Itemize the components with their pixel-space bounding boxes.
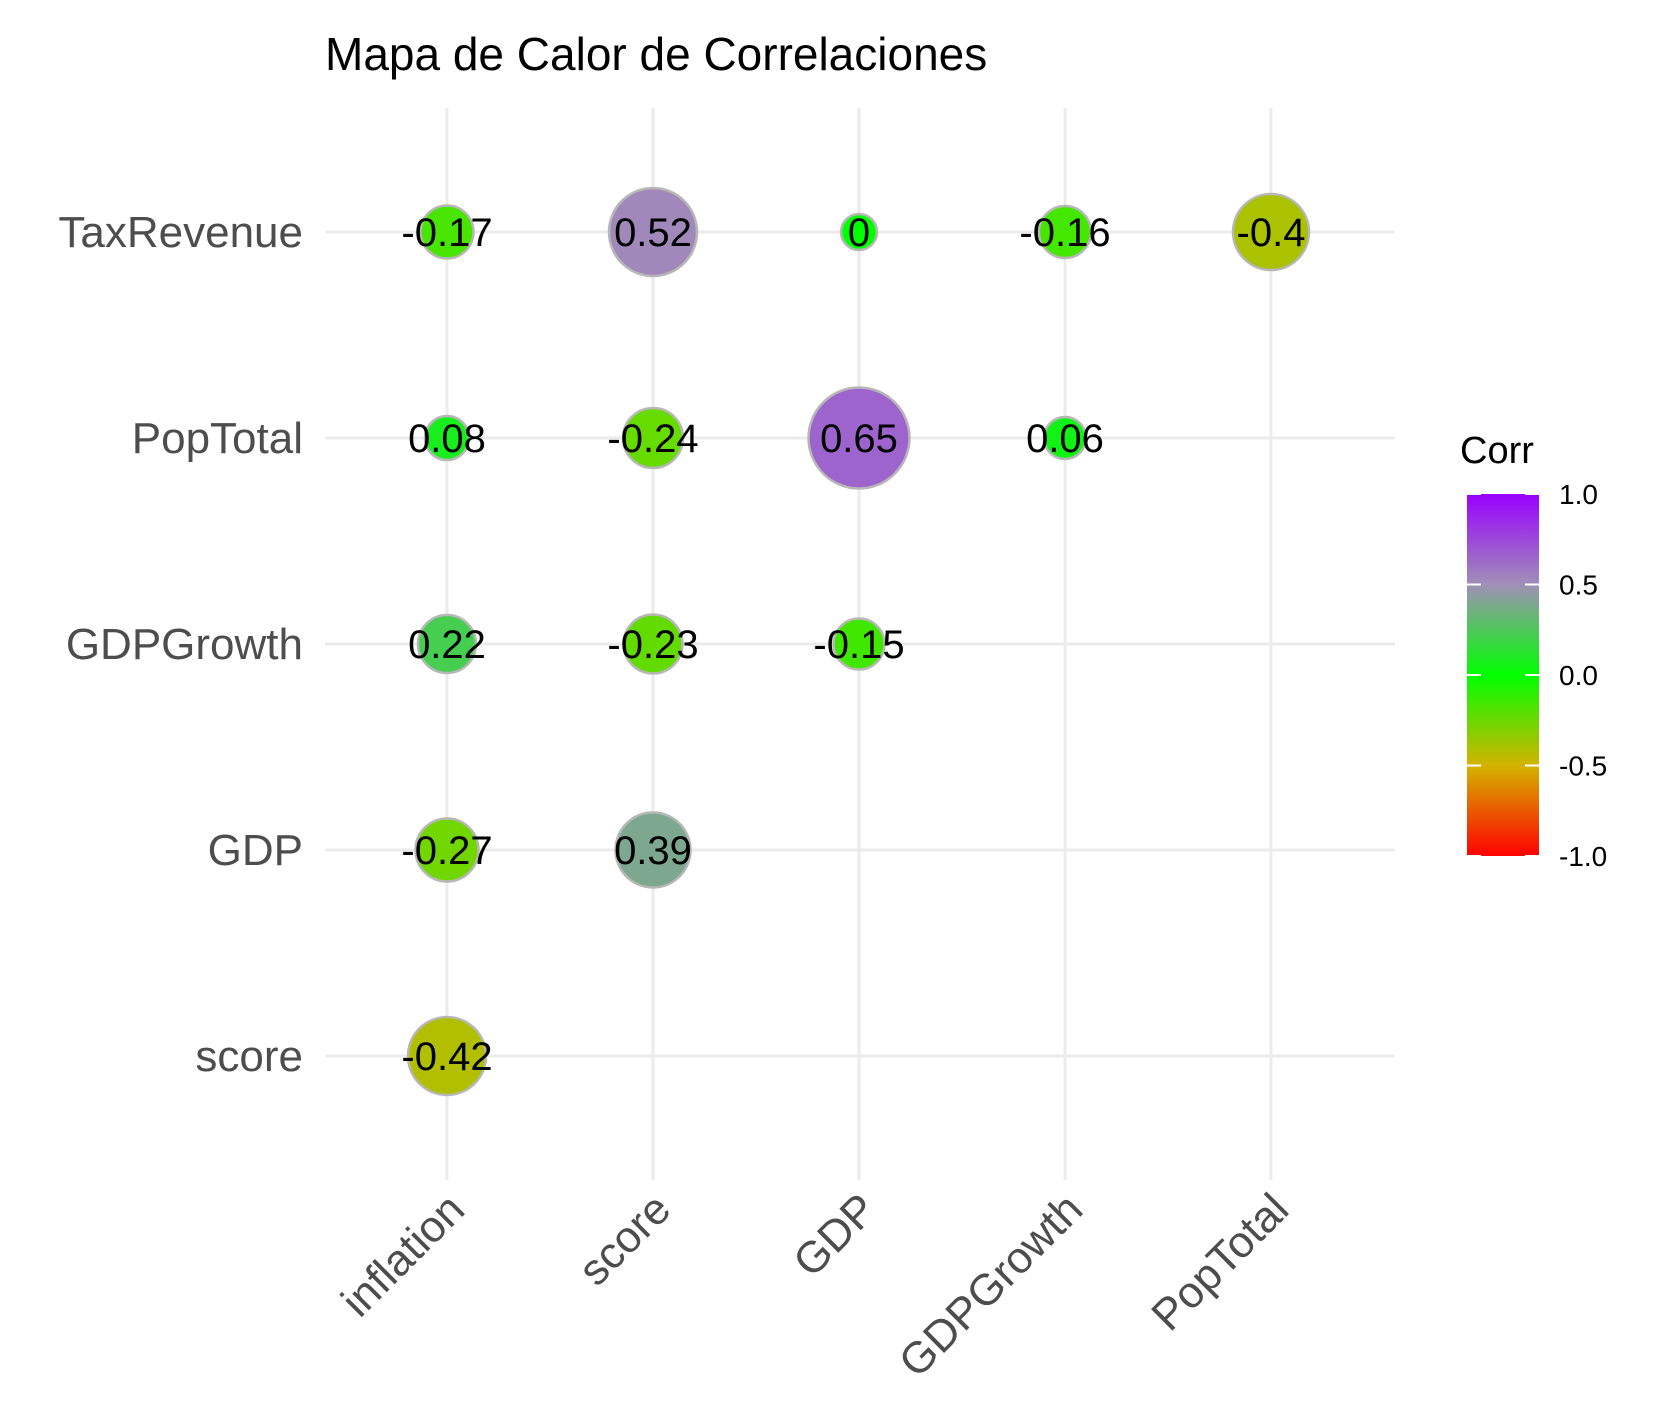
corr-value-label: 0.22 bbox=[408, 623, 486, 667]
y-tick-label: score bbox=[195, 1032, 303, 1081]
corr-point-inflation-taxrevenue bbox=[419, 204, 475, 260]
axes: scoreGDPGDPGrowthPopTotalTaxRevenueinfla… bbox=[58, 208, 1298, 1387]
corr-value-label: 0.52 bbox=[614, 211, 692, 255]
x-tick-label: GDP bbox=[784, 1184, 886, 1286]
correlation-labels: -0.42 -0.27 0.39 0.22 -0.23 -0.15 0.08 -0.24 0.6… bbox=[401, 211, 1305, 1079]
color-legend: Corr 1.0 0.5 0.0 -0.5 -1.0 bbox=[1460, 430, 1607, 872]
corr-point-inflation-gdp bbox=[414, 817, 480, 883]
corr-point-gdpgrowth-taxrevenue bbox=[1037, 204, 1093, 260]
corr-value-label: 0 bbox=[848, 211, 870, 255]
corr-point-inflation-score bbox=[406, 1015, 488, 1097]
legend-title: Corr bbox=[1460, 430, 1534, 472]
corr-point-score-poptotal bbox=[621, 406, 685, 470]
corr-value-label: -0.4 bbox=[1237, 211, 1306, 255]
legend-tick-label: 1.0 bbox=[1559, 479, 1598, 510]
y-tick-label: TaxRevenue bbox=[58, 208, 303, 257]
y-tick-label: GDP bbox=[208, 826, 303, 875]
legend-tick-label: 0.5 bbox=[1559, 570, 1598, 601]
legend-tick-label: 0.0 bbox=[1559, 660, 1598, 691]
x-tick-label: GDPGrowth bbox=[890, 1184, 1092, 1386]
corr-value-label: -0.27 bbox=[401, 829, 492, 873]
corr-point-gdpgrowth-poptotal bbox=[1042, 415, 1088, 461]
corr-point-poptotal-taxrevenue bbox=[1231, 192, 1311, 272]
corr-value-label: 0.08 bbox=[408, 417, 486, 461]
corr-value-label: -0.23 bbox=[607, 623, 698, 667]
x-tick-label: inflation bbox=[332, 1184, 474, 1326]
corr-value-label: -0.16 bbox=[1019, 211, 1110, 255]
corr-point-gdp-taxrevenue bbox=[839, 212, 879, 252]
corr-point-score-gdp bbox=[614, 811, 692, 889]
y-tick-label: PopTotal bbox=[132, 414, 303, 463]
corr-value-label: -0.42 bbox=[401, 1035, 492, 1079]
corr-value-label: -0.24 bbox=[607, 417, 698, 461]
legend-tick-label: -1.0 bbox=[1559, 841, 1607, 872]
corr-point-gdp-poptotal bbox=[807, 386, 911, 490]
chart-title: Mapa de Calor de Correlaciones bbox=[325, 28, 987, 80]
corr-point-inflation-poptotal bbox=[423, 414, 471, 462]
legend-tick-label: -0.5 bbox=[1559, 751, 1607, 782]
corr-point-inflation-gdpgrowth bbox=[416, 613, 478, 675]
corr-value-label: 0.39 bbox=[614, 829, 692, 873]
corr-point-score-taxrevenue bbox=[607, 186, 699, 278]
corr-value-label: 0.06 bbox=[1026, 417, 1104, 461]
x-tick-label: PopTotal bbox=[1142, 1184, 1298, 1340]
corr-value-label: -0.15 bbox=[813, 623, 904, 667]
corr-value-label: -0.17 bbox=[401, 211, 492, 255]
x-tick-label: score bbox=[569, 1184, 680, 1295]
y-tick-label: GDPGrowth bbox=[66, 620, 303, 669]
corr-point-score-gdpgrowth bbox=[622, 613, 684, 675]
correlation-points bbox=[406, 186, 1311, 1097]
corr-value-label: 0.65 bbox=[820, 417, 898, 461]
corr-point-gdp-gdpgrowth bbox=[832, 617, 886, 671]
